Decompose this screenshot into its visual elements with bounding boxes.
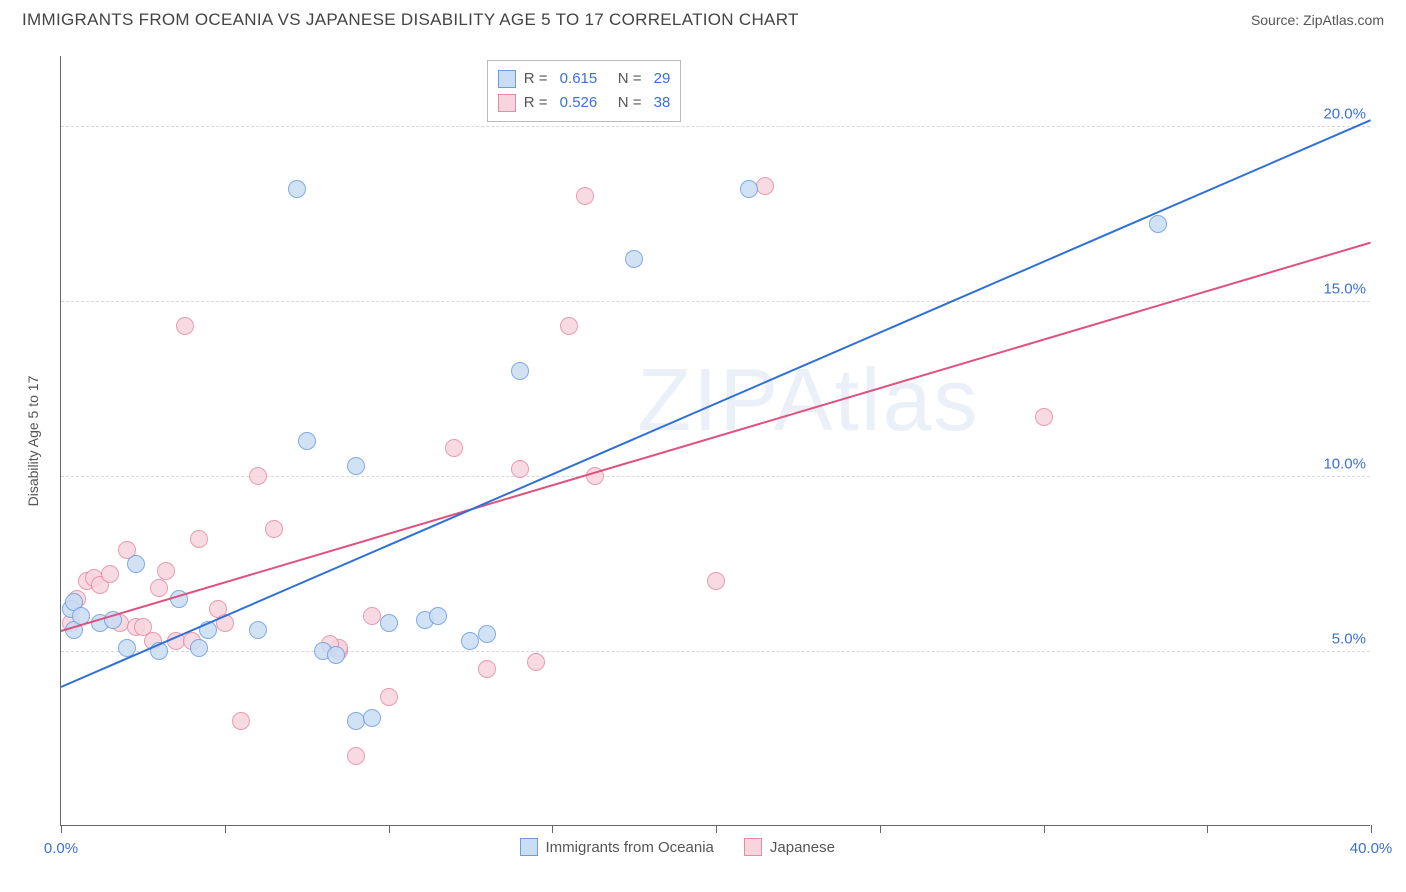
source-attribution: Source: ZipAtlas.com xyxy=(1251,12,1384,28)
legend-label: Immigrants from Oceania xyxy=(546,839,714,856)
x-tick xyxy=(1044,825,1045,833)
x-tick xyxy=(1207,825,1208,833)
legend-swatch xyxy=(498,94,516,112)
y-tick-label: 20.0% xyxy=(1311,106,1366,123)
data-point xyxy=(288,180,306,198)
data-point xyxy=(527,653,545,671)
y-tick-label: 5.0% xyxy=(1311,631,1366,648)
data-point xyxy=(190,639,208,657)
data-point xyxy=(249,621,267,639)
x-tick xyxy=(225,825,226,833)
n-label: N = xyxy=(605,67,641,91)
data-point xyxy=(511,362,529,380)
data-point xyxy=(176,317,194,335)
r-value: 0.526 xyxy=(556,91,598,115)
legend-row: R = 0.526 N = 38 xyxy=(498,91,671,115)
chart-area: Disability Age 5 to 17 ZIPAtlas 5.0%10.0… xyxy=(50,46,1386,836)
source-name: ZipAtlas.com xyxy=(1303,12,1384,28)
source-label: Source: xyxy=(1251,12,1303,28)
x-tick xyxy=(1371,825,1372,833)
r-value: 0.615 xyxy=(556,67,598,91)
series-legend: Immigrants from Oceania Japanese xyxy=(520,838,835,856)
legend-swatch xyxy=(744,838,762,856)
data-point xyxy=(1035,408,1053,426)
data-point xyxy=(327,646,345,664)
data-point xyxy=(707,572,725,590)
data-point xyxy=(756,177,774,195)
data-point xyxy=(625,250,643,268)
n-value: 29 xyxy=(650,67,671,91)
data-point xyxy=(380,688,398,706)
gridline-h xyxy=(61,651,1370,652)
data-point xyxy=(265,520,283,538)
data-point xyxy=(429,607,447,625)
data-point xyxy=(127,555,145,573)
r-label: R = xyxy=(524,91,548,115)
y-tick-label: 10.0% xyxy=(1311,456,1366,473)
chart-title: IMMIGRANTS FROM OCEANIA VS JAPANESE DISA… xyxy=(22,10,799,30)
legend-item: Immigrants from Oceania xyxy=(520,838,714,856)
gridline-h xyxy=(61,126,1370,127)
data-point xyxy=(740,180,758,198)
r-label: R = xyxy=(524,67,548,91)
data-point xyxy=(560,317,578,335)
data-point xyxy=(461,632,479,650)
x-tick xyxy=(880,825,881,833)
x-tick xyxy=(389,825,390,833)
data-point xyxy=(101,565,119,583)
data-point xyxy=(478,660,496,678)
data-point xyxy=(445,439,463,457)
y-axis-label: Disability Age 5 to 17 xyxy=(25,375,41,506)
data-point xyxy=(249,467,267,485)
data-point xyxy=(576,187,594,205)
data-point xyxy=(511,460,529,478)
legend-swatch xyxy=(498,70,516,88)
legend-row: R = 0.615 N = 29 xyxy=(498,67,671,91)
data-point xyxy=(363,607,381,625)
data-point xyxy=(150,579,168,597)
trendline xyxy=(61,119,1372,688)
n-value: 38 xyxy=(650,91,671,115)
x-tick-label: 40.0% xyxy=(1350,840,1393,857)
data-point xyxy=(478,625,496,643)
x-tick xyxy=(61,825,62,833)
data-point xyxy=(347,747,365,765)
legend-label: Japanese xyxy=(770,839,835,856)
x-tick xyxy=(552,825,553,833)
data-point xyxy=(347,712,365,730)
n-label: N = xyxy=(605,91,641,115)
legend-item: Japanese xyxy=(744,838,835,856)
data-point xyxy=(347,457,365,475)
data-point xyxy=(190,530,208,548)
y-tick-label: 15.0% xyxy=(1311,281,1366,298)
x-tick-label: 0.0% xyxy=(44,840,78,857)
correlation-legend: R = 0.615 N = 29R = 0.526 N = 38 xyxy=(487,60,682,122)
data-point xyxy=(232,712,250,730)
data-point xyxy=(380,614,398,632)
data-point xyxy=(1149,215,1167,233)
x-tick xyxy=(716,825,717,833)
data-point xyxy=(363,709,381,727)
plot-region: Disability Age 5 to 17 ZIPAtlas 5.0%10.0… xyxy=(60,56,1370,826)
data-point xyxy=(298,432,316,450)
legend-swatch xyxy=(520,838,538,856)
data-point xyxy=(157,562,175,580)
